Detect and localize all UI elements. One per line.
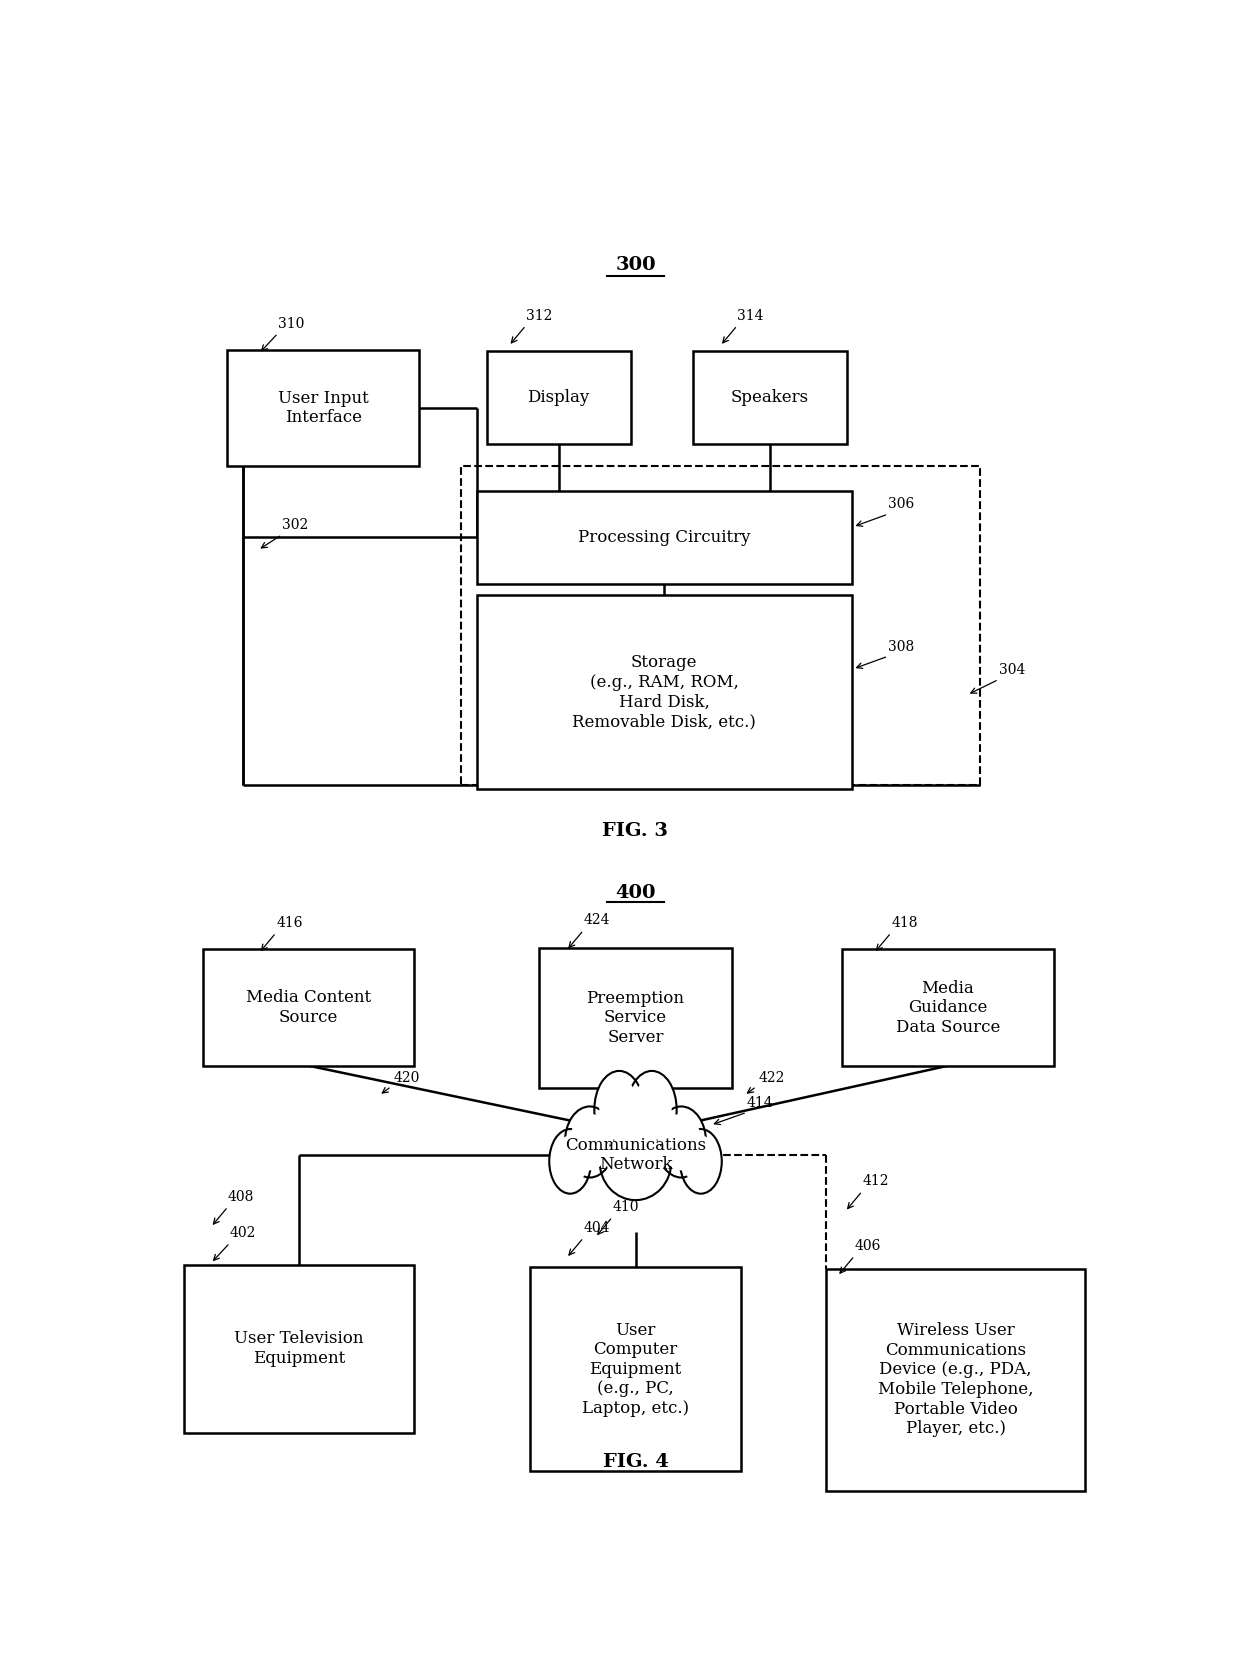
FancyBboxPatch shape (184, 1265, 414, 1433)
Ellipse shape (680, 1129, 722, 1193)
Text: 310: 310 (278, 317, 304, 331)
FancyBboxPatch shape (539, 948, 732, 1087)
Text: 408: 408 (228, 1190, 254, 1205)
Text: 406: 406 (854, 1238, 880, 1253)
FancyBboxPatch shape (486, 351, 631, 445)
Text: Processing Circuitry: Processing Circuitry (578, 529, 750, 545)
Text: 420: 420 (393, 1071, 419, 1086)
Text: 306: 306 (888, 497, 914, 512)
Text: Communications
Network: Communications Network (565, 1136, 706, 1173)
Text: 424: 424 (584, 913, 610, 928)
Text: 404: 404 (584, 1222, 610, 1235)
Ellipse shape (632, 1079, 672, 1141)
Text: 402: 402 (229, 1227, 257, 1240)
FancyBboxPatch shape (227, 351, 419, 466)
Text: 308: 308 (888, 639, 914, 653)
Ellipse shape (627, 1071, 677, 1148)
Text: Display: Display (527, 389, 590, 406)
Ellipse shape (661, 1114, 701, 1171)
Text: 314: 314 (738, 309, 764, 322)
Text: 412: 412 (862, 1175, 889, 1188)
FancyBboxPatch shape (203, 950, 414, 1066)
Text: 418: 418 (892, 916, 918, 930)
FancyBboxPatch shape (842, 950, 1054, 1066)
Text: Media
Guidance
Data Source: Media Guidance Data Source (895, 980, 999, 1035)
Text: 414: 414 (746, 1096, 774, 1109)
Text: Preemption
Service
Server: Preemption Service Server (587, 990, 684, 1045)
Ellipse shape (570, 1114, 610, 1171)
Ellipse shape (684, 1136, 718, 1188)
Text: FIG. 4: FIG. 4 (603, 1453, 668, 1472)
Text: 302: 302 (281, 519, 308, 532)
Text: FIG. 3: FIG. 3 (603, 822, 668, 839)
Text: Media Content
Source: Media Content Source (247, 990, 371, 1025)
FancyBboxPatch shape (460, 466, 980, 785)
Text: User Input
Interface: User Input Interface (278, 389, 368, 426)
Text: Speakers: Speakers (730, 389, 810, 406)
Text: Storage
(e.g., RAM, ROM,
Hard Disk,
Removable Disk, etc.): Storage (e.g., RAM, ROM, Hard Disk, Remo… (573, 654, 756, 730)
Text: User Television
Equipment: User Television Equipment (234, 1331, 363, 1368)
Ellipse shape (606, 1131, 665, 1193)
Ellipse shape (565, 1106, 615, 1178)
FancyBboxPatch shape (693, 351, 847, 445)
Ellipse shape (600, 1123, 671, 1200)
Text: User
Computer
Equipment
(e.g., PC,
Laptop, etc.): User Computer Equipment (e.g., PC, Lapto… (582, 1322, 689, 1418)
Ellipse shape (594, 1071, 644, 1148)
Text: 304: 304 (998, 663, 1025, 676)
Text: 300: 300 (615, 255, 656, 274)
Text: 312: 312 (526, 309, 552, 322)
Ellipse shape (553, 1136, 587, 1188)
FancyBboxPatch shape (529, 1267, 742, 1472)
FancyBboxPatch shape (477, 596, 852, 789)
Ellipse shape (599, 1079, 639, 1141)
FancyBboxPatch shape (477, 490, 852, 584)
Text: Wireless User
Communications
Device (e.g., PDA,
Mobile Telephone,
Portable Video: Wireless User Communications Device (e.g… (878, 1322, 1033, 1438)
Text: 416: 416 (277, 916, 303, 930)
Text: 410: 410 (613, 1200, 639, 1215)
Ellipse shape (656, 1106, 706, 1178)
Text: 400: 400 (615, 884, 656, 901)
Ellipse shape (549, 1129, 591, 1193)
FancyBboxPatch shape (826, 1269, 1085, 1490)
Text: 422: 422 (759, 1071, 785, 1086)
